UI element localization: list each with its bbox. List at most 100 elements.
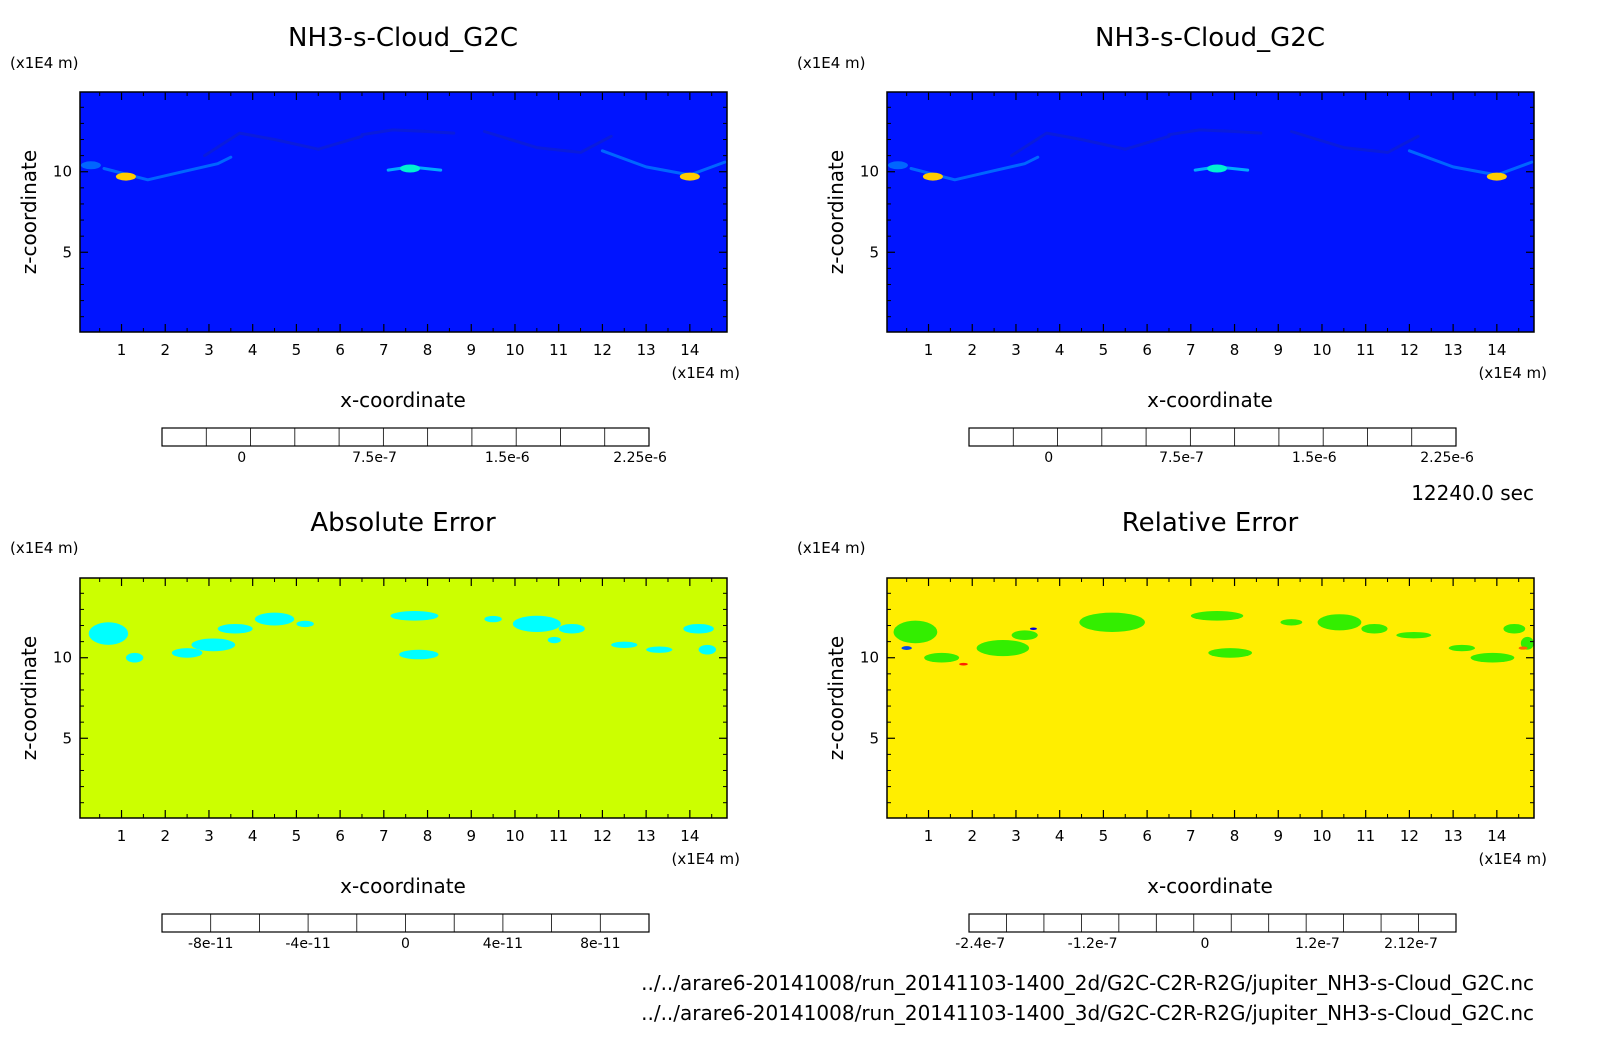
- contour-region: [1317, 614, 1362, 631]
- x-tick-label: 8: [1230, 827, 1240, 845]
- x-tick-label: 10: [1312, 827, 1331, 845]
- contour-feature: [1289, 130, 1420, 154]
- x-tick-label: 13: [1444, 827, 1463, 845]
- x-tick-label: 3: [1011, 341, 1021, 359]
- panel-1-x-label: x-coordinate: [1147, 388, 1273, 412]
- contour-region: [217, 623, 253, 634]
- contour-region: [1470, 652, 1515, 663]
- contour-region: [1361, 623, 1388, 634]
- x-tick-label: 10: [1312, 341, 1331, 359]
- x-tick-label: 5: [1099, 341, 1109, 359]
- x-tick-label: 10: [505, 827, 524, 845]
- x-tick-label: 9: [466, 341, 476, 359]
- contour-feature: [1407, 149, 1534, 177]
- panel-3-y-label: z-coordinate: [824, 636, 848, 760]
- contour-region: [1208, 648, 1253, 658]
- x-tick-label: 1: [924, 827, 934, 845]
- contour-region: [1518, 646, 1528, 650]
- colorbar-label: 2.12e-7: [1384, 936, 1438, 952]
- panel-0-x-label: x-coordinate: [340, 388, 466, 412]
- x-tick-label: 6: [335, 827, 345, 845]
- x-tick-label: 4: [1055, 341, 1065, 359]
- x-tick-label: 3: [204, 827, 214, 845]
- x-tick-label: 7: [379, 827, 389, 845]
- x-tick-label: 2: [160, 341, 170, 359]
- contour-region: [646, 646, 673, 653]
- panel-3: Relative Error (x1E4 m) 1 2 3 4 5 6 7 8 9 10 11 12 1…: [797, 508, 1547, 952]
- x-tick-label: 6: [335, 341, 345, 359]
- file-path-3d: ../../arare6-20141008/run_20141103-1400_…: [641, 1001, 1534, 1025]
- contour-region: [1011, 630, 1038, 640]
- panel-0-title: NH3-s-Cloud_G2C: [288, 23, 518, 53]
- panel-1-x-unit: (x1E4 m): [1478, 364, 1547, 382]
- x-tick-label: 12: [593, 827, 612, 845]
- colorbar-label: -8e-11: [188, 936, 233, 952]
- contour-region: [924, 652, 960, 663]
- x-tick-label: 8: [423, 827, 433, 845]
- x-tick-label: 6: [1142, 827, 1152, 845]
- colorbar-frame: [968, 427, 1457, 447]
- panel-2-x-unit: (x1E4 m): [671, 850, 740, 868]
- contour-region: [901, 646, 912, 650]
- y-tick-label: 10: [860, 649, 879, 667]
- x-tick-label: 9: [1273, 341, 1283, 359]
- colorbar-label: 7.5e-7: [352, 450, 397, 466]
- file-path-2d: ../../arare6-20141008/run_20141103-1400_…: [641, 971, 1534, 995]
- contour-region: [399, 649, 439, 660]
- y-tick-label: 5: [869, 729, 879, 747]
- contour-region: [1079, 612, 1145, 632]
- colorbar-label: -1.2e-7: [1068, 936, 1118, 952]
- panel-0-x-unit: (x1E4 m): [671, 364, 740, 382]
- x-tick-label: 11: [1356, 827, 1375, 845]
- x-tick-label: 12: [1400, 341, 1419, 359]
- contour-region: [959, 662, 968, 666]
- x-tick-label: 13: [637, 341, 656, 359]
- contour-region: [88, 622, 129, 645]
- x-tick-label: 14: [1487, 827, 1506, 845]
- contour-region: [296, 620, 314, 628]
- panel-2: Absolute Error (x1E4 m) 1 2 3 4 5 6 7 8 9 10 11 12 1…: [10, 508, 740, 952]
- colorbar-label: 2.25e-6: [613, 450, 667, 466]
- colorbar-label: 4e-11: [483, 936, 523, 952]
- panel-2-y-unit: (x1E4 m): [10, 539, 79, 557]
- contour-feature: [1010, 131, 1171, 158]
- x-tick-label: 10: [505, 341, 524, 359]
- contour-region: [125, 652, 144, 663]
- panel-0-y-label: z-coordinate: [17, 150, 41, 274]
- colorbar-label: 7.5e-7: [1159, 450, 1204, 466]
- colorbar-label: 8e-11: [580, 936, 620, 952]
- contour-region: [683, 623, 714, 634]
- colorbar-frame: [161, 427, 650, 447]
- x-tick-label: 1: [924, 341, 934, 359]
- x-tick-label: 14: [680, 341, 699, 359]
- contour-feature: [360, 128, 456, 137]
- x-tick-label: 4: [248, 341, 258, 359]
- contour-region: [512, 615, 561, 633]
- x-tick-label: 11: [1356, 341, 1375, 359]
- contour-region: [1520, 636, 1534, 650]
- x-tick-label: 5: [1099, 827, 1109, 845]
- time-label: 12240.0 sec: [1411, 481, 1534, 505]
- x-tick-label: 1: [117, 827, 127, 845]
- contour-region: [254, 612, 295, 626]
- panel-2-x-label: x-coordinate: [340, 874, 466, 898]
- x-tick-label: 12: [1400, 827, 1419, 845]
- panel-3-x-label: x-coordinate: [1147, 874, 1273, 898]
- x-tick-label: 7: [1186, 341, 1196, 359]
- colorbar-label: 1.5e-6: [485, 450, 530, 466]
- panel-2-y-label: z-coordinate: [17, 636, 41, 760]
- contour-peak: [1486, 172, 1507, 181]
- colorbar-label: 2.25e-6: [1420, 450, 1474, 466]
- contour-region: [547, 636, 561, 644]
- contour-region: [611, 641, 638, 649]
- contour-peak: [80, 161, 101, 170]
- contour-region: [698, 644, 717, 655]
- contour-peak: [1207, 164, 1228, 173]
- panel-1-y-unit: (x1E4 m): [797, 54, 866, 72]
- x-tick-label: 9: [466, 827, 476, 845]
- x-tick-label: 12: [593, 341, 612, 359]
- contour-region: [171, 648, 203, 658]
- contour-region: [191, 638, 236, 652]
- x-tick-label: 14: [1487, 341, 1506, 359]
